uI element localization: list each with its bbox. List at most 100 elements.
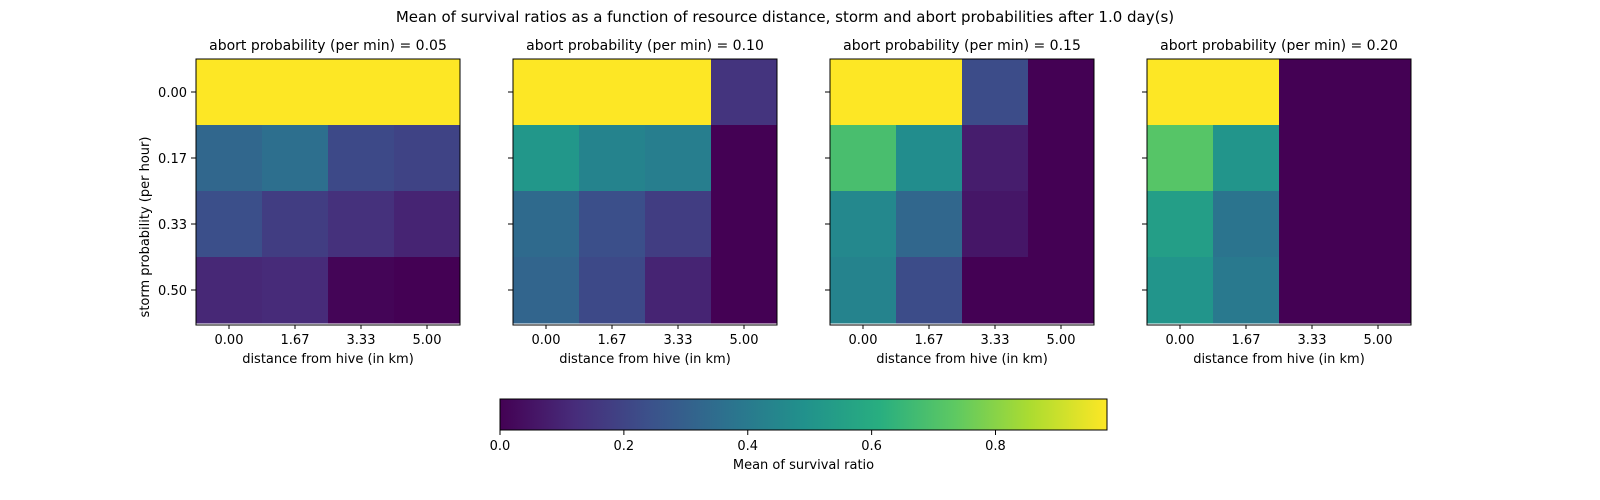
heatmap-cell bbox=[1147, 257, 1214, 324]
heatmap-cell bbox=[830, 257, 897, 324]
heatmap-cell bbox=[1213, 257, 1280, 324]
heatmap-cell bbox=[711, 257, 778, 324]
heatmap-cell bbox=[1213, 125, 1280, 192]
x-tick-label: 3.33 bbox=[664, 333, 693, 348]
x-tick-label: 0.00 bbox=[532, 333, 561, 348]
heatmap-cell bbox=[1147, 191, 1214, 258]
colorbar-tick-label: 0.0 bbox=[490, 439, 511, 454]
heatmap-cell bbox=[962, 191, 1029, 258]
x-tick-label: 0.00 bbox=[1166, 333, 1195, 348]
heatmap-cell bbox=[1147, 59, 1214, 126]
heatmap-cell bbox=[328, 59, 395, 126]
heatmap-cell bbox=[1279, 59, 1346, 126]
x-axis-label: distance from hive (in km) bbox=[876, 352, 1048, 367]
y-tick-label: 0.00 bbox=[158, 86, 187, 101]
heatmap-cell bbox=[394, 191, 461, 258]
colorbar-gradient bbox=[499, 398, 1108, 431]
heatmap-cell bbox=[962, 59, 1029, 126]
heatmap-cell bbox=[394, 257, 461, 324]
heatmap-panel-3: abort probability (per min) = 0.15 0.00 1.… bbox=[825, 38, 1095, 367]
heatmap-cell bbox=[262, 257, 329, 324]
heatmap-cell bbox=[830, 191, 897, 258]
x-tick-label: 1.67 bbox=[598, 333, 627, 348]
heatmap-panels: abort probability (per min) = 0.05 0.00 1.… bbox=[158, 38, 1412, 367]
heatmap-cell bbox=[896, 191, 963, 258]
heatmap-cell bbox=[1028, 125, 1095, 192]
heatmap-cell bbox=[1345, 59, 1412, 126]
x-axis-label: distance from hive (in km) bbox=[242, 352, 414, 367]
x-tick-label: 5.00 bbox=[413, 333, 442, 348]
panel-title: abort probability (per min) = 0.15 bbox=[843, 38, 1081, 54]
x-tick-label: 5.00 bbox=[1364, 333, 1393, 348]
panel-title: abort probability (per min) = 0.20 bbox=[1160, 38, 1398, 54]
heatmap-panel-4: abort probability (per min) = 0.20 0.00 1.… bbox=[1142, 38, 1412, 367]
x-tick-label: 0.00 bbox=[215, 333, 244, 348]
panel-title: abort probability (per min) = 0.10 bbox=[526, 38, 764, 54]
heatmap-cell bbox=[328, 191, 395, 258]
heatmap-cell bbox=[579, 59, 646, 126]
heatmap-cell bbox=[196, 125, 263, 192]
colorbar-tick-label: 0.6 bbox=[861, 439, 882, 454]
heatmap-cell bbox=[711, 125, 778, 192]
heatmap-cell bbox=[1279, 191, 1346, 258]
heatmap-panel-2: abort probability (per min) = 0.10 0.00 1.… bbox=[508, 38, 778, 367]
x-tick-label: 3.33 bbox=[347, 333, 376, 348]
heatmap-cell bbox=[579, 125, 646, 192]
panel-frame bbox=[829, 58, 1095, 326]
x-tick-label: 1.67 bbox=[281, 333, 310, 348]
colorbar-tick-label: 0.2 bbox=[614, 439, 635, 454]
heatmap-cell bbox=[262, 59, 329, 126]
heatmap-cell bbox=[645, 257, 712, 324]
heatmap-cell bbox=[262, 125, 329, 192]
heatmap-panel-1: abort probability (per min) = 0.05 0.00 1.… bbox=[158, 38, 461, 367]
heatmap-cell bbox=[711, 191, 778, 258]
heatmap-cell bbox=[579, 257, 646, 324]
colorbar-tick-label: 0.4 bbox=[737, 439, 758, 454]
heatmap-cell bbox=[1345, 191, 1412, 258]
colorbar-ticks: 0.0 0.2 0.4 0.6 0.8 bbox=[490, 430, 1006, 454]
x-axis-label: distance from hive (in km) bbox=[559, 352, 731, 367]
panel-frame bbox=[1146, 58, 1412, 326]
x-tick-label: 3.33 bbox=[1298, 333, 1327, 348]
heatmap-cell bbox=[513, 125, 580, 192]
x-tick-label: 1.67 bbox=[1232, 333, 1261, 348]
heatmap-cell bbox=[1028, 191, 1095, 258]
heatmap-cell bbox=[513, 191, 580, 258]
heatmap-cell bbox=[1147, 125, 1214, 192]
heatmap-cell bbox=[962, 125, 1029, 192]
x-tick-label: 0.00 bbox=[849, 333, 878, 348]
heatmap-cell bbox=[962, 257, 1029, 324]
heatmap-cell bbox=[196, 257, 263, 324]
y-tick-label: 0.50 bbox=[158, 284, 187, 299]
heatmap-cell bbox=[1213, 59, 1280, 126]
heatmap-cell bbox=[1028, 59, 1095, 126]
y-tick-label: 0.17 bbox=[158, 152, 187, 167]
heatmap-cell bbox=[896, 59, 963, 126]
panel-frame bbox=[195, 58, 461, 326]
colorbar-label: Mean of survival ratio bbox=[733, 458, 874, 473]
heatmap-cell bbox=[513, 257, 580, 324]
heatmap-cell bbox=[196, 191, 263, 258]
y-tick-label: 0.33 bbox=[158, 218, 187, 233]
heatmap-cell bbox=[1345, 125, 1412, 192]
heatmap-cell bbox=[896, 257, 963, 324]
heatmap-cell bbox=[645, 59, 712, 126]
heatmap-cell bbox=[513, 59, 580, 126]
heatmap-cell bbox=[1213, 191, 1280, 258]
heatmap-cell bbox=[645, 191, 712, 258]
heatmap-cell bbox=[1279, 257, 1346, 324]
heatmap-cell bbox=[394, 59, 461, 126]
heatmap-cell bbox=[711, 59, 778, 126]
heatmap-cell bbox=[830, 125, 897, 192]
x-tick-label: 3.33 bbox=[981, 333, 1010, 348]
heatmap-cell bbox=[896, 125, 963, 192]
heatmap-cell bbox=[645, 125, 712, 192]
x-tick-label: 1.67 bbox=[915, 333, 944, 348]
heatmap-cell bbox=[262, 191, 329, 258]
heatmap-cell bbox=[1345, 257, 1412, 324]
heatmap-cell bbox=[394, 125, 461, 192]
x-axis-label: distance from hive (in km) bbox=[1193, 352, 1365, 367]
heatmap-cell bbox=[328, 257, 395, 324]
heatmap-cell bbox=[1028, 257, 1095, 324]
